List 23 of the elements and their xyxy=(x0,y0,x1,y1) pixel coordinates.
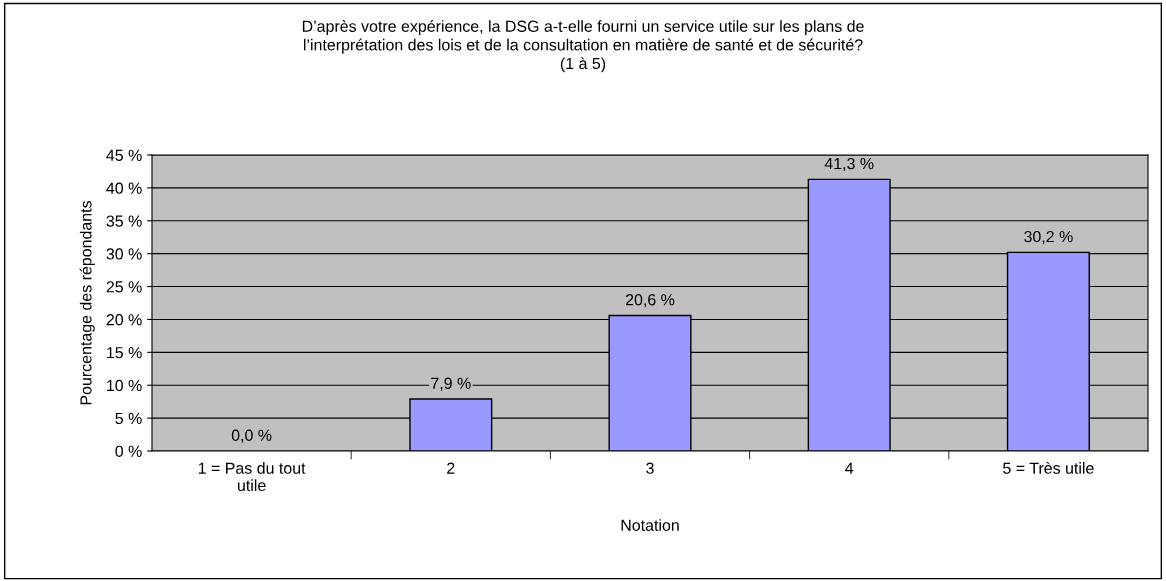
data-label: 7,9 % xyxy=(431,377,471,391)
y-tick-label: 5 % xyxy=(115,412,142,425)
y-tick-label: 10 % xyxy=(107,379,142,392)
y-tick-label: 40 % xyxy=(106,182,142,194)
data-label: 30,2 % xyxy=(1024,230,1073,245)
y-tick-label: 20 % xyxy=(106,314,142,326)
data-label: 41,3 % xyxy=(824,157,874,172)
y-tick-label: 15 % xyxy=(107,347,142,359)
x-axis-title: Notation xyxy=(621,519,679,531)
x-tick-label: 2 xyxy=(447,462,455,474)
data-label: 20,6 % xyxy=(625,294,675,308)
y-tick-label: 35 % xyxy=(106,215,142,227)
x-tick-label: 3 xyxy=(646,462,654,474)
x-tick-label: 5 = Très utile xyxy=(1003,461,1094,474)
x-tick-label: 1 = Pas du tout utile xyxy=(198,462,306,492)
data-label: 0,0 % xyxy=(231,429,272,443)
y-axis-title: Pourcentage des répondants xyxy=(79,201,95,405)
y-tick-label: 45 % xyxy=(106,149,142,161)
x-tick-label: 4 xyxy=(845,462,854,474)
y-tick-label: 30 % xyxy=(106,248,142,260)
chart-title: D’après votre expérience, la DSG a-t-elle fourni un service utile sur les plans de l’interprétation des lois et de la consultation en matière de santé et de sécurité? (1 à 5) xyxy=(302,20,864,73)
y-tick-label: 0 % xyxy=(115,445,142,457)
y-tick-label: 25 % xyxy=(106,281,142,293)
